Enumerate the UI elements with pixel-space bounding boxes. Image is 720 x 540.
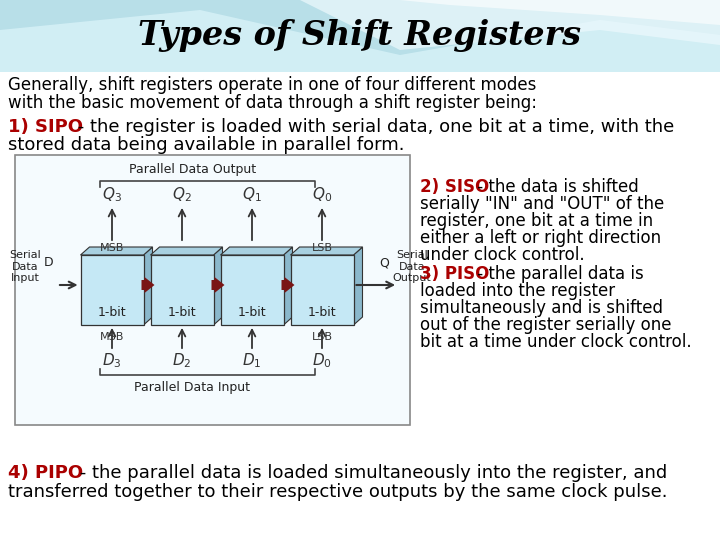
Text: under clock control.: under clock control. (420, 246, 585, 264)
Text: Parallel Data Input: Parallel Data Input (135, 381, 251, 395)
Text: stored data being available in parallel form.: stored data being available in parallel … (8, 136, 405, 154)
Text: 3) PISO: 3) PISO (420, 265, 490, 283)
Text: 4) PIPO: 4) PIPO (8, 464, 83, 482)
Bar (15, 155, 410, 425)
Text: either a left or right direction: either a left or right direction (420, 229, 661, 247)
Text: - the register is loaded with serial data, one bit at a time, with the: - the register is loaded with serial dat… (72, 118, 674, 136)
Text: $Q_0$: $Q_0$ (312, 186, 332, 204)
Text: simultaneously and is shifted: simultaneously and is shifted (420, 299, 663, 317)
Text: $Q_2$: $Q_2$ (172, 186, 192, 204)
Text: $D_0$: $D_0$ (312, 352, 332, 370)
Bar (150, 255, 214, 325)
Polygon shape (400, 0, 720, 25)
Polygon shape (284, 247, 292, 325)
Polygon shape (290, 247, 362, 255)
Text: 1-bit: 1-bit (238, 307, 266, 320)
Text: - the data is shifted: - the data is shifted (472, 178, 639, 196)
Text: transferred together to their respective outputs by the same clock pulse.: transferred together to their respective… (8, 483, 667, 501)
Text: loaded into the register: loaded into the register (420, 282, 615, 300)
Bar (220, 255, 284, 325)
Bar (81, 255, 143, 325)
Text: LSB: LSB (312, 243, 333, 253)
Text: Types of Shift Registers: Types of Shift Registers (138, 19, 582, 52)
Text: bit at a time under clock control.: bit at a time under clock control. (420, 333, 692, 351)
Polygon shape (220, 247, 292, 255)
Text: $D_2$: $D_2$ (172, 352, 192, 370)
Polygon shape (300, 0, 720, 50)
Text: Serial
Data
Output: Serial Data Output (392, 250, 431, 283)
Bar (290, 255, 354, 325)
Text: - the parallel data is loaded simultaneously into the register, and: - the parallel data is loaded simultaneo… (74, 464, 667, 482)
Text: $Q_3$: $Q_3$ (102, 186, 122, 204)
Text: $D_1$: $D_1$ (242, 352, 262, 370)
Text: serially "IN" and "OUT" of the: serially "IN" and "OUT" of the (420, 195, 665, 213)
Text: out of the register serially one: out of the register serially one (420, 316, 672, 334)
Bar (0, 72, 720, 540)
Text: Generally, shift registers operate in one of four different modes: Generally, shift registers operate in on… (8, 76, 536, 94)
Text: LSB: LSB (312, 332, 333, 342)
Text: register, one bit at a time in: register, one bit at a time in (420, 212, 653, 230)
Text: 2) SISO: 2) SISO (420, 178, 490, 196)
Text: D: D (44, 256, 54, 269)
Text: MSB: MSB (100, 243, 124, 253)
Polygon shape (0, 10, 720, 72)
Text: Serial
Data
Input: Serial Data Input (9, 250, 41, 283)
Text: 1-bit: 1-bit (168, 307, 197, 320)
Bar (0, 0, 720, 72)
Text: 1-bit: 1-bit (98, 307, 126, 320)
Polygon shape (143, 247, 153, 325)
Text: $Q_1$: $Q_1$ (242, 186, 262, 204)
Text: 1-bit: 1-bit (307, 307, 336, 320)
Polygon shape (81, 247, 153, 255)
Text: with the basic movement of data through a shift register being:: with the basic movement of data through … (8, 94, 537, 112)
Text: Parallel Data Output: Parallel Data Output (129, 163, 256, 176)
Text: - the parallel data is: - the parallel data is (472, 265, 644, 283)
Polygon shape (214, 247, 222, 325)
Text: MSB: MSB (100, 332, 124, 342)
Text: 1) SIPO: 1) SIPO (8, 118, 83, 136)
Polygon shape (354, 247, 362, 325)
Polygon shape (150, 247, 222, 255)
Text: Q: Q (379, 256, 389, 269)
FancyArrow shape (282, 277, 294, 293)
Text: $D_3$: $D_3$ (102, 352, 122, 370)
FancyArrow shape (212, 277, 225, 293)
FancyArrow shape (142, 277, 155, 293)
